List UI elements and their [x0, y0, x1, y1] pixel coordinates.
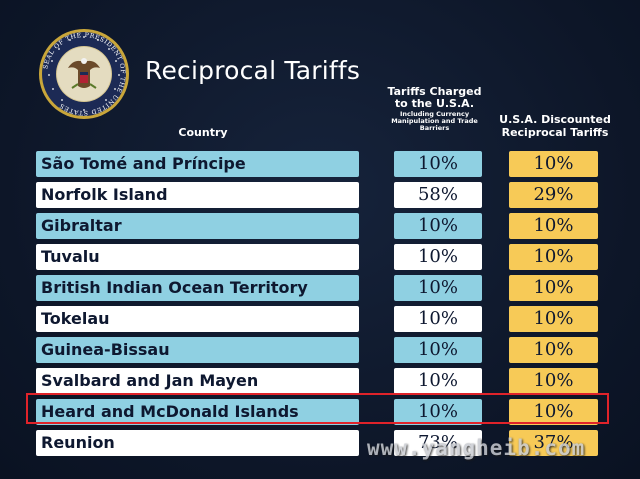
- charged-cell: 58%: [394, 182, 482, 208]
- discount-cell: 29%: [509, 182, 598, 208]
- discount-cell: 10%: [509, 306, 598, 332]
- column-header-charged-label: Tariffs Charged to the U.S.A.: [387, 85, 482, 110]
- charged-cell: 10%: [394, 368, 482, 394]
- table-row: Gibraltar 10% 10%: [0, 213, 640, 239]
- charged-cell: 10%: [394, 151, 482, 177]
- discount-cell: 10%: [509, 213, 598, 239]
- column-header-charged-sub: Including Currency Manipulation and Trad…: [391, 110, 478, 132]
- discount-cell: 10%: [509, 337, 598, 363]
- charged-cell: 10%: [394, 275, 482, 301]
- watermark: www.yangheib.com: [367, 436, 586, 460]
- table-row: Norfolk Island 58% 29%: [0, 182, 640, 208]
- charged-cell: 10%: [394, 213, 482, 239]
- charged-cell: 10%: [394, 306, 482, 332]
- country-cell: São Tomé and Príncipe: [36, 151, 359, 177]
- table-row: British Indian Ocean Territory 10% 10%: [0, 275, 640, 301]
- discount-cell: 10%: [509, 368, 598, 394]
- table-row: Heard and McDonald Islands 10% 10%: [0, 399, 640, 425]
- country-cell: Guinea-Bissau: [36, 337, 359, 363]
- charged-cell: 10%: [394, 244, 482, 270]
- discount-cell: 10%: [509, 151, 598, 177]
- country-cell: Tuvalu: [36, 244, 359, 270]
- column-header-country: Country: [178, 126, 228, 139]
- country-cell: British Indian Ocean Territory: [36, 275, 359, 301]
- column-header-charged: Tariffs Charged to the U.S.A. Including …: [382, 86, 487, 132]
- country-cell: Tokelau: [36, 306, 359, 332]
- discount-cell: 10%: [509, 275, 598, 301]
- discount-cell: 37%: [509, 430, 598, 456]
- column-header-discount: U.S.A. Discounted Reciprocal Tariffs: [499, 113, 611, 139]
- presidential-seal-icon: SEAL OF THE PRESIDENT OF THE UNITED STAT…: [39, 29, 129, 119]
- country-cell: Reunion: [36, 430, 359, 456]
- highlight-box: [26, 393, 609, 424]
- country-cell: Heard and McDonald Islands: [36, 399, 359, 425]
- table-row: São Tomé and Príncipe 10% 10%: [0, 151, 640, 177]
- discount-cell: 10%: [509, 244, 598, 270]
- table-row: Svalbard and Jan Mayen 10% 10%: [0, 368, 640, 394]
- charged-cell: 73%: [394, 430, 482, 456]
- country-cell: Svalbard and Jan Mayen: [36, 368, 359, 394]
- charged-cell: 10%: [394, 399, 482, 425]
- charged-cell: 10%: [394, 337, 482, 363]
- country-cell: Norfolk Island: [36, 182, 359, 208]
- table-row: Tuvalu 10% 10%: [0, 244, 640, 270]
- country-cell: Gibraltar: [36, 213, 359, 239]
- table-row: Reunion 73% 37%: [0, 430, 640, 456]
- table-row: Tokelau 10% 10%: [0, 306, 640, 332]
- discount-cell: 10%: [509, 399, 598, 425]
- table-row: Guinea-Bissau 10% 10%: [0, 337, 640, 363]
- page-title: Reciprocal Tariffs: [145, 56, 361, 85]
